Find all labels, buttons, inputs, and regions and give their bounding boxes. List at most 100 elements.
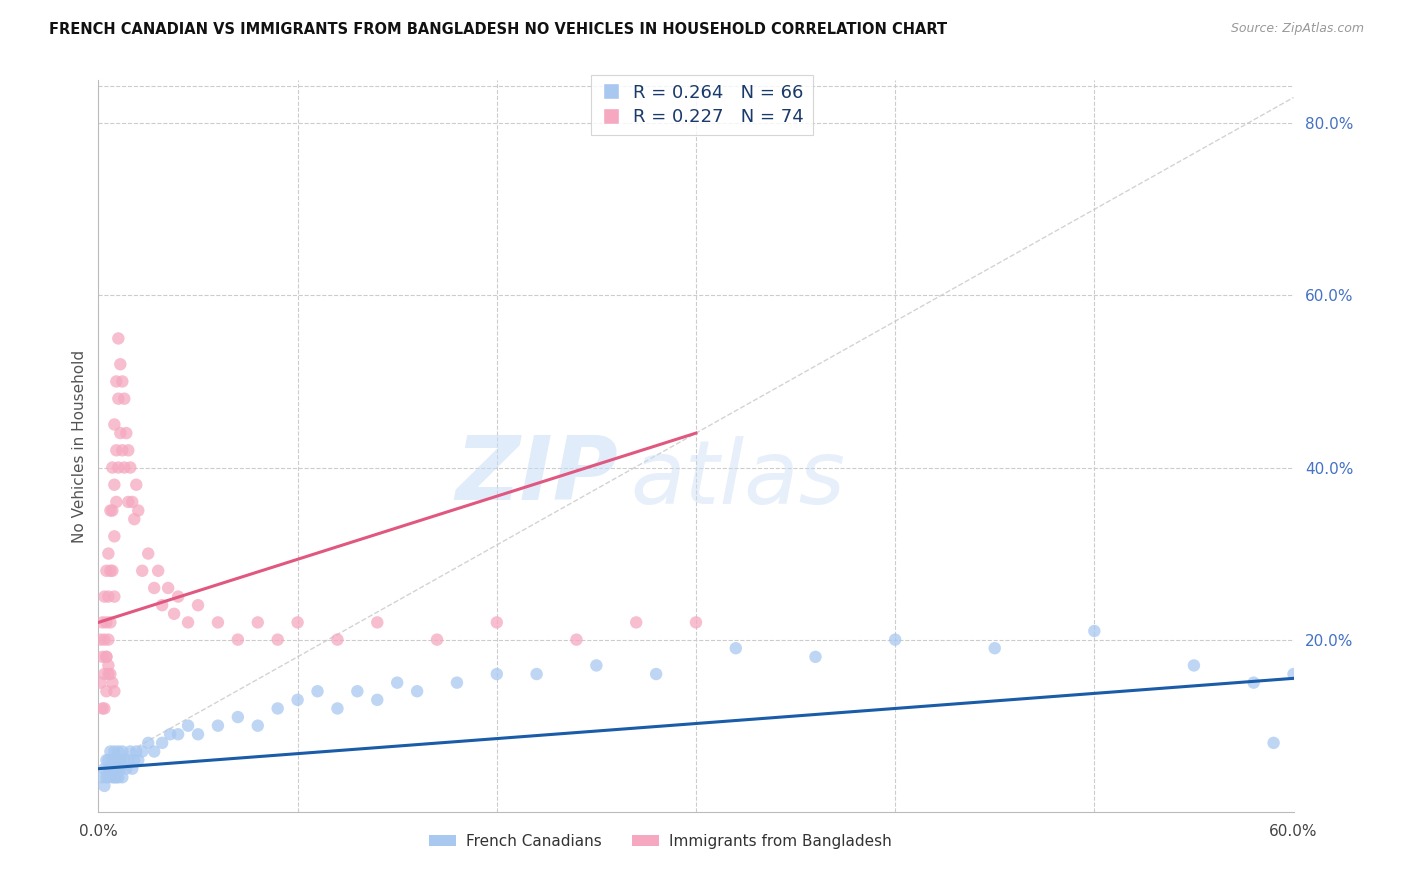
Point	[326, 701, 349, 715]
Point	[645, 667, 668, 681]
Point	[97, 667, 120, 681]
Point	[103, 770, 125, 784]
Point	[107, 744, 129, 758]
Point	[111, 770, 134, 784]
Point	[98, 744, 122, 758]
Point	[110, 762, 132, 776]
Point	[103, 684, 125, 698]
Point	[107, 770, 129, 784]
Point	[111, 443, 134, 458]
Point	[105, 495, 128, 509]
Point	[426, 632, 449, 647]
Point	[107, 762, 129, 776]
Point	[187, 598, 209, 612]
Point	[96, 770, 118, 784]
Point	[96, 649, 118, 664]
Point	[91, 615, 114, 630]
Point	[626, 615, 648, 630]
Point	[103, 477, 125, 491]
Point	[101, 503, 124, 517]
Point	[207, 615, 229, 630]
Point	[1282, 667, 1305, 681]
Point	[124, 512, 146, 526]
Point	[120, 744, 142, 758]
Point	[112, 392, 135, 406]
Point	[105, 753, 128, 767]
Point	[485, 615, 508, 630]
Point	[1182, 658, 1205, 673]
Point	[1243, 675, 1265, 690]
Point	[127, 503, 149, 517]
Point	[366, 615, 388, 630]
Point	[177, 615, 200, 630]
Point	[406, 684, 429, 698]
Point	[98, 615, 122, 630]
Point	[148, 564, 170, 578]
Point	[103, 417, 125, 432]
Point	[98, 564, 122, 578]
Point	[103, 590, 125, 604]
Point	[585, 658, 607, 673]
Point	[110, 426, 132, 441]
Point	[157, 581, 180, 595]
Point	[97, 632, 120, 647]
Y-axis label: No Vehicles in Household: No Vehicles in Household	[72, 350, 87, 542]
Point	[984, 641, 1007, 656]
Point	[96, 564, 118, 578]
Point	[93, 779, 115, 793]
Point	[101, 564, 124, 578]
Point	[207, 719, 229, 733]
Point	[105, 443, 128, 458]
Point	[101, 675, 124, 690]
Point	[101, 762, 124, 776]
Point	[107, 392, 129, 406]
Point	[121, 495, 143, 509]
Point	[110, 357, 132, 371]
Point	[724, 641, 747, 656]
Point	[287, 615, 309, 630]
Point	[93, 762, 115, 776]
Point	[93, 667, 115, 681]
Point	[226, 710, 249, 724]
Point	[93, 701, 115, 715]
Point	[98, 762, 122, 776]
Point	[485, 667, 508, 681]
Point	[107, 331, 129, 345]
Text: ZIP: ZIP	[456, 432, 619, 519]
Point	[685, 615, 707, 630]
Point	[96, 615, 118, 630]
Point	[446, 675, 468, 690]
Point	[326, 632, 349, 647]
Point	[98, 503, 122, 517]
Point	[526, 667, 548, 681]
Point	[91, 770, 114, 784]
Point	[346, 684, 368, 698]
Point	[125, 744, 148, 758]
Point	[117, 753, 139, 767]
Point	[127, 753, 149, 767]
Point	[167, 590, 190, 604]
Text: FRENCH CANADIAN VS IMMIGRANTS FROM BANGLADESH NO VEHICLES IN HOUSEHOLD CORRELATI: FRENCH CANADIAN VS IMMIGRANTS FROM BANGL…	[49, 22, 948, 37]
Point	[267, 632, 290, 647]
Point	[150, 598, 173, 612]
Point	[112, 753, 135, 767]
Text: Source: ZipAtlas.com: Source: ZipAtlas.com	[1230, 22, 1364, 36]
Point	[307, 684, 329, 698]
Point	[105, 375, 128, 389]
Point	[96, 649, 118, 664]
Point	[804, 649, 827, 664]
Point	[143, 581, 166, 595]
Point	[125, 477, 148, 491]
Point	[96, 684, 118, 698]
Point	[131, 564, 153, 578]
Point	[101, 753, 124, 767]
Point	[91, 701, 114, 715]
Point	[105, 770, 128, 784]
Point	[110, 753, 132, 767]
Point	[246, 719, 269, 733]
Point	[246, 615, 269, 630]
Legend: French Canadians, Immigrants from Bangladesh: French Canadians, Immigrants from Bangla…	[423, 828, 897, 855]
Point	[177, 719, 200, 733]
Point	[115, 762, 138, 776]
Point	[97, 590, 120, 604]
